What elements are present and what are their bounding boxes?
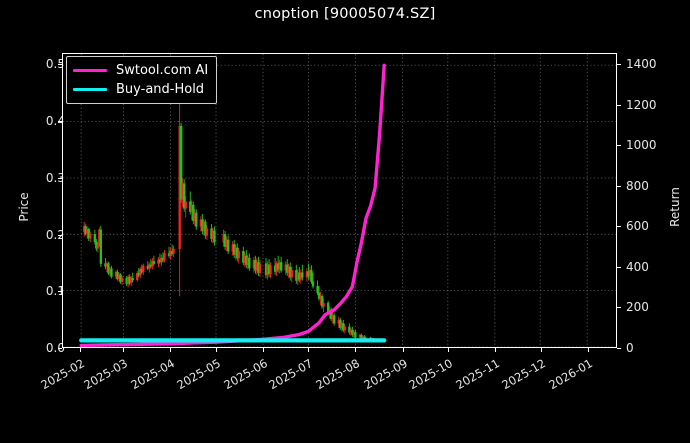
chart-figure: cnoption [90005074.SZ] Price Return 0.0 0… — [17, 6, 682, 393]
x-tick-mark — [588, 348, 590, 352]
y-tick-label-right: 1200 — [626, 97, 657, 112]
legend-item[interactable]: Buy-and-Hold — [73, 80, 208, 99]
y-tick-mark-right — [617, 226, 621, 228]
y-tick-label-right: 400 — [626, 259, 649, 274]
y-tick-mark-left — [58, 234, 62, 236]
x-tick-mark — [122, 348, 124, 352]
y-tick-label-right: 600 — [626, 219, 649, 234]
y-tick-label-right: 800 — [626, 178, 649, 193]
x-tick-mark — [262, 348, 264, 352]
y-tick-mark-left — [58, 121, 62, 123]
y-tick-label-left: 0.2 — [45, 227, 65, 242]
y-tick-label-right: 200 — [626, 300, 649, 315]
y-tick-label-right: 0 — [626, 341, 634, 355]
y-tick-label-left: 0.5 — [45, 57, 65, 72]
x-tick-mark — [355, 348, 357, 352]
y-tick-mark-right — [617, 348, 621, 349]
x-tick-mark — [215, 348, 217, 352]
y-tick-mark-left — [58, 291, 62, 293]
y-tick-label-left: 0.4 — [45, 114, 65, 129]
gridlines — [63, 54, 616, 347]
y-tick-mark-right — [617, 266, 621, 268]
y-tick-label-left: 0.1 — [45, 284, 65, 299]
y-tick-mark-right — [617, 307, 621, 309]
y-tick-mark-right — [617, 104, 621, 106]
x-tick-mark — [308, 348, 310, 352]
legend-item[interactable]: Swtool.com AI — [73, 61, 208, 80]
x-tick-mark — [448, 348, 450, 352]
y-tick-label-left: 0.3 — [45, 170, 65, 185]
y-tick-label-left: 0.0 — [45, 341, 65, 355]
y-tick-label-right: 1000 — [626, 138, 657, 153]
x-tick-mark — [402, 348, 404, 352]
y-tick-mark-left — [58, 64, 62, 66]
legend-color-swatch — [73, 88, 107, 91]
y-tick-label-right: 1400 — [626, 57, 657, 72]
x-tick-mark — [495, 348, 497, 352]
legend-color-swatch — [73, 69, 107, 72]
candlestick-series — [83, 82, 386, 343]
chart-title: cnoption [90005074.SZ] — [254, 6, 436, 22]
legend-label: Buy-and-Hold — [116, 82, 205, 97]
x-tick-mark — [540, 348, 542, 352]
x-tick-mark — [169, 348, 171, 352]
y-tick-mark-right — [617, 145, 621, 147]
y-tick-mark-right — [617, 185, 621, 187]
line-series — [79, 63, 387, 347]
x-tick-mark — [80, 348, 82, 352]
legend-label: Swtool.com AI — [116, 63, 209, 78]
y-tick-mark-left — [58, 177, 62, 179]
y-tick-mark-left — [58, 348, 62, 349]
chart-legend: Swtool.com AI Buy-and-Hold — [66, 56, 218, 104]
y-tick-mark-right — [617, 64, 621, 66]
